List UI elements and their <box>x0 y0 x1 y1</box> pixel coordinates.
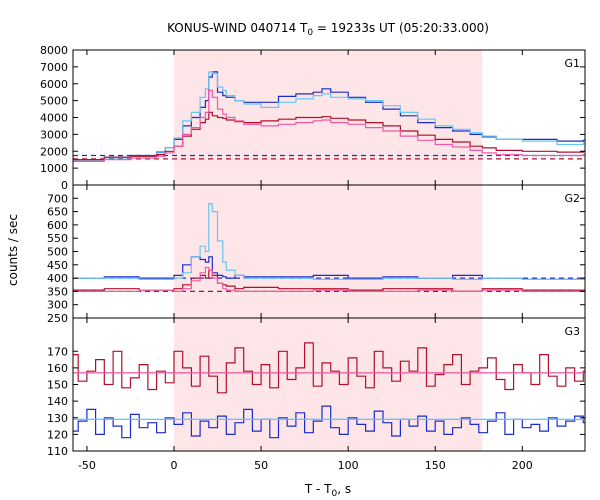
y-tick-label: 600 <box>47 219 68 232</box>
x-tick-label: 200 <box>512 459 533 472</box>
y-tick-label: 700 <box>47 192 68 205</box>
x-tick-label: 0 <box>171 459 178 472</box>
y-tick-label: 1000 <box>40 162 68 175</box>
y-tick-label: 650 <box>47 206 68 219</box>
y-tick-label: 400 <box>47 272 68 285</box>
y-tick-label: 170 <box>47 345 68 358</box>
series-line-dark-red <box>73 342 585 394</box>
y-tick-label: 6000 <box>40 78 68 91</box>
y-tick-label: 2000 <box>40 145 68 158</box>
panel-g3: 110 120 130 140 150 160 170 G3 <box>47 317 586 458</box>
series-line-dark-blue <box>73 405 585 439</box>
y-tick-label: 130 <box>47 412 68 425</box>
x-tick-label: -50 <box>78 459 96 472</box>
chart-title-subscript: 0 <box>307 28 313 38</box>
burst-interval-shade <box>174 185 483 318</box>
y-tick-label: 8000 <box>40 44 68 57</box>
y-tick-label: 300 <box>47 299 68 312</box>
y-tick-label: 110 <box>47 445 68 458</box>
panel-g1: 0 1000 2000 3000 4000 5000 6000 7000 8000 G1 <box>40 44 586 192</box>
y-tick-label: 500 <box>47 246 68 259</box>
chart-title-rest: = 19233s UT (05:20:33.000) <box>313 21 489 35</box>
burst-interval-shade <box>174 318 483 451</box>
x-axis-label-subscript: 0 <box>332 489 338 499</box>
y-tick-label: 3000 <box>40 128 68 141</box>
series-line-light-blue <box>73 71 585 162</box>
series-line-pink <box>73 89 585 162</box>
y-tick-label: 0 <box>61 179 68 192</box>
x-tick-label: 150 <box>425 459 446 472</box>
y-tick-label: 150 <box>47 379 68 392</box>
chart-title: KONUS-WIND 040714 T0 = 19233s UT (05:20:… <box>167 21 489 38</box>
series-line-dark-blue <box>73 256 585 280</box>
y-tick-label: 4000 <box>40 112 68 125</box>
y-axis-label: counts / sec <box>6 214 20 286</box>
y-tick-label: 250 <box>47 312 68 325</box>
panel-label: G3 <box>564 325 580 338</box>
x-axis-label: T - T0, s <box>304 482 351 499</box>
y-tick-label: 7000 <box>40 61 68 74</box>
panel-label: G1 <box>564 57 580 70</box>
x-tick-label: 50 <box>254 459 268 472</box>
y-tick-label: 120 <box>47 428 68 441</box>
y-tick-label: 160 <box>47 362 68 375</box>
x-axis-label-rest: , s <box>337 482 351 496</box>
chart-title-text: KONUS-WIND 040714 T <box>167 21 308 35</box>
y-tick-label: 350 <box>47 285 68 298</box>
series-line-light-blue <box>73 203 585 280</box>
y-tick-label: 5000 <box>40 95 68 108</box>
x-tick-label: 100 <box>338 459 359 472</box>
y-tick-label: 550 <box>47 232 68 245</box>
burst-interval-shade <box>174 50 483 185</box>
plot-area: 010002000300040005000600070008000G125030… <box>40 44 586 472</box>
y-tick-label: 450 <box>47 259 68 272</box>
y-tick-label: 140 <box>47 395 68 408</box>
series-line-pink <box>73 266 585 292</box>
panel-label: G2 <box>564 192 580 205</box>
x-axis-label-text: T - T <box>304 482 332 496</box>
